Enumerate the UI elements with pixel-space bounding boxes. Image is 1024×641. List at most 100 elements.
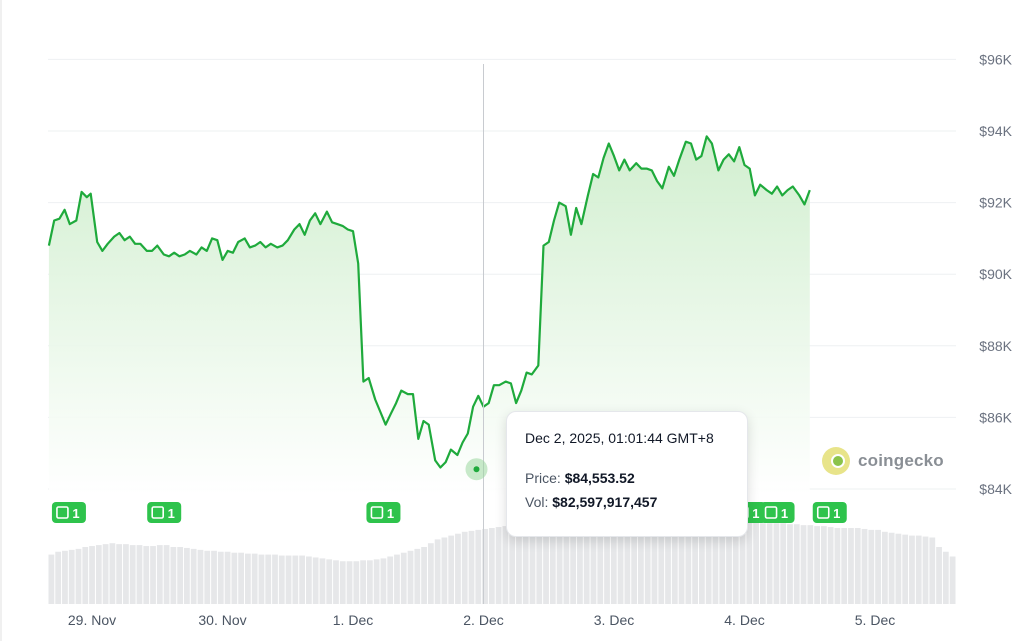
- volume-bar: [62, 550, 68, 604]
- volume-bar: [848, 528, 854, 604]
- volume-bar: [305, 556, 312, 604]
- newspaper-icon: [56, 506, 69, 519]
- volume-bar: [936, 547, 942, 604]
- volume-bar: [624, 519, 631, 604]
- volume-bar: [184, 547, 190, 604]
- volume-bars: [48, 518, 956, 604]
- volume-bar: [509, 525, 516, 604]
- newspaper-icon: [370, 506, 384, 519]
- volume-bar: [455, 533, 461, 604]
- volume-bar: [875, 529, 881, 604]
- volume-bar: [597, 518, 604, 604]
- gecko-logo-icon: [822, 447, 850, 475]
- volume-bar: [522, 523, 529, 604]
- volume-bar: [915, 535, 922, 604]
- volume-bar: [868, 529, 875, 604]
- volume-bar: [909, 535, 915, 604]
- volume-bar: [793, 524, 800, 604]
- news-badges[interactable]: 1 1 1 1 1 1: [51, 502, 847, 523]
- volume-bar: [319, 558, 326, 604]
- volume-bar: [407, 550, 414, 604]
- volume-bar: [224, 551, 231, 604]
- volume-bar: [163, 545, 170, 604]
- volume-bar: [861, 528, 868, 604]
- volume-bar: [888, 532, 895, 604]
- volume-bar: [278, 555, 285, 604]
- volume-bar: [238, 552, 245, 604]
- volume-bar: [780, 523, 787, 604]
- volume-bar: [150, 546, 156, 604]
- volume-bar: [827, 527, 834, 604]
- volume-bar: [800, 525, 807, 604]
- volume-bar: [942, 551, 949, 604]
- volume-bar: [82, 547, 89, 604]
- volume-bar: [123, 544, 129, 604]
- volume-bar: [665, 522, 671, 604]
- volume-bar: [787, 524, 793, 604]
- volume-bar: [678, 522, 685, 604]
- news-badge[interactable]: 1: [51, 502, 86, 523]
- news-badge[interactable]: 1: [812, 502, 847, 523]
- volume-bar: [231, 552, 238, 604]
- volume-bar: [204, 550, 211, 604]
- brand-name: coingecko: [858, 451, 944, 470]
- volume-bar: [516, 524, 522, 604]
- volume-bar: [258, 554, 265, 604]
- volume-bar: [854, 528, 861, 604]
- volume-bar: [577, 519, 583, 604]
- volume-bar: [68, 549, 75, 604]
- tooltip-volume-value: $82,597,917,457: [552, 494, 658, 510]
- news-badge-count: 1: [752, 506, 759, 521]
- volume-bar: [394, 554, 400, 604]
- price-line: [47, 135, 811, 469]
- volume-bar: [312, 557, 319, 604]
- volume-bar: [658, 521, 665, 604]
- tooltip-volume-label: Vol:: [525, 494, 549, 510]
- volume-bar: [732, 522, 739, 604]
- volume-bar: [807, 525, 814, 604]
- volume-bar: [590, 518, 597, 604]
- volume-bar: [759, 523, 766, 604]
- volume-bar: [922, 536, 929, 604]
- tooltip-price-value: $84,553.52: [564, 470, 635, 486]
- volume-bar: [109, 543, 116, 604]
- volume-bar: [712, 523, 719, 604]
- volume-bar: [651, 521, 658, 604]
- y-tick-label: $90K: [979, 266, 1012, 282]
- volume-bar: [549, 521, 556, 604]
- volume-bar: [441, 537, 448, 604]
- volume-bar: [116, 544, 123, 604]
- volume-bar: [766, 523, 773, 604]
- volume-bar: [434, 539, 441, 604]
- volume-bar: [563, 520, 570, 604]
- volume-bar: [746, 522, 753, 604]
- volume-bar: [48, 554, 55, 604]
- page-left-border: [0, 0, 2, 641]
- volume-bar: [502, 526, 509, 604]
- volume-bar: [136, 545, 143, 604]
- volume-bar: [265, 554, 272, 604]
- volume-bar: [719, 523, 726, 604]
- volume-bar: [671, 522, 678, 604]
- volume-bar: [217, 551, 224, 604]
- volume-bar: [685, 522, 692, 604]
- volume-bar: [95, 545, 102, 604]
- volume-bar: [366, 560, 373, 604]
- volume-bar: [380, 558, 387, 604]
- news-badge[interactable]: 1: [147, 502, 182, 523]
- volume-bar: [726, 522, 732, 604]
- volume-bar: [461, 531, 468, 604]
- newspaper-icon: [816, 506, 830, 519]
- volume-bar: [387, 556, 394, 604]
- volume-bar: [414, 548, 421, 604]
- news-badge-count: 1: [168, 506, 175, 521]
- volume-bar: [692, 522, 699, 604]
- y-tick-label: $96K: [979, 51, 1012, 67]
- news-badge[interactable]: 1: [760, 502, 795, 523]
- volume-bar: [753, 522, 759, 604]
- volume-bar: [529, 522, 536, 604]
- news-badge[interactable]: 1: [366, 502, 401, 523]
- volume-bar: [129, 545, 136, 604]
